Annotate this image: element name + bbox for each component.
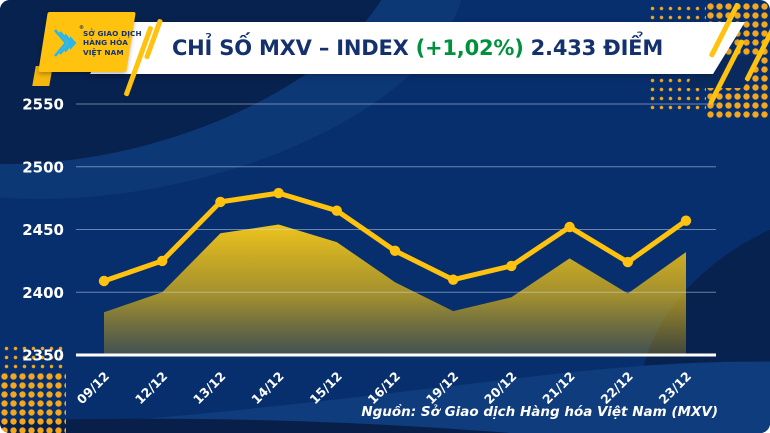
- y-axis-label: 2450: [22, 221, 64, 239]
- x-axis-label: 19/12: [423, 369, 461, 407]
- x-axis-label: 13/12: [190, 369, 228, 407]
- x-axis-label: 15/12: [306, 369, 344, 407]
- mxv-chevron-icon: [54, 29, 77, 57]
- x-axis-label: 16/12: [365, 369, 403, 407]
- y-axis-label: 2500: [22, 158, 64, 176]
- title-change-percent: (+1,02%): [415, 36, 524, 60]
- halftone-dots-bottom-left-big: [0, 372, 66, 433]
- halftone-dots-bottom-left-small: [2, 344, 64, 374]
- y-axis-label: 2350: [22, 347, 64, 365]
- bottom-dark-wedge: [0, 418, 510, 433]
- x-axis-label: 12/12: [132, 369, 170, 407]
- x-axis-label: 14/12: [248, 369, 286, 407]
- x-axis-label: 21/12: [539, 369, 577, 407]
- data-point-marker: [98, 275, 110, 287]
- mxv-logo: ® SỞ GIAO DỊCH HÀNG HÓA VIỆT NAM: [38, 12, 142, 72]
- source-credit: Nguồn: Sở Giao dịch Hàng hóa Việt Nam (M…: [361, 404, 718, 420]
- topleft-blob-inner: [0, 0, 401, 165]
- bottomright-dark-wave: [639, 203, 770, 433]
- data-point-marker: [273, 187, 284, 199]
- data-point-marker: [506, 260, 517, 272]
- data-point-marker: [215, 196, 226, 208]
- data-point-marker: [331, 205, 342, 216]
- y-axis-label: 2550: [22, 96, 64, 114]
- title-index-value: 2.433 ĐIỂM: [530, 36, 664, 60]
- data-point-marker: [389, 245, 401, 256]
- data-point-marker: [622, 256, 633, 268]
- chart-title: CHỈ SỐ MXV – INDEX (+1,02%) 2.433 ĐIỂM: [106, 22, 729, 74]
- bottom-light-wave: [0, 361, 770, 433]
- mxv-logo-inner: ® SỞ GIAO DỊCH HÀNG HÓA VIỆT NAM: [43, 12, 142, 72]
- x-axis-label: 09/12: [74, 369, 112, 407]
- title-prefix: CHỈ SỐ MXV – INDEX: [171, 36, 409, 60]
- data-point-marker: [448, 274, 459, 285]
- x-axis-label: 23/12: [656, 369, 694, 407]
- x-axis-label: 20/12: [481, 369, 519, 407]
- y-axis-label: 2400: [22, 284, 64, 302]
- x-axis-label: 22/12: [597, 369, 635, 407]
- shadow-area: [104, 224, 686, 355]
- data-point-marker: [680, 215, 692, 226]
- data-point-marker: [157, 255, 168, 267]
- data-point-marker: [564, 221, 575, 233]
